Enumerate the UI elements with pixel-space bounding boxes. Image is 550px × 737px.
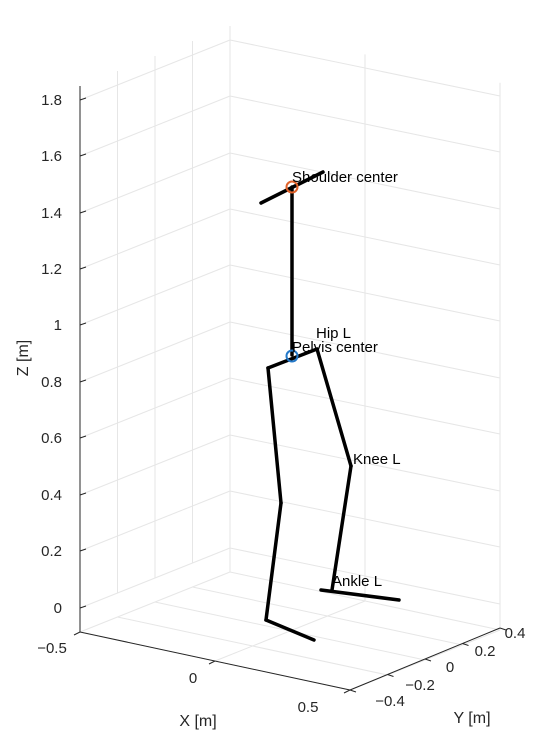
marker-shoulder-center	[285, 180, 299, 194]
annotation-3: Knee L	[353, 451, 401, 468]
y-tick-2	[424, 658, 432, 662]
labels: 0 0.2 0.4 0.6 0.8 1 1.2 1.4 1.6 1.8 −0.5 0 0.5 −0.4−0…	[15, 92, 525, 730]
x-tick-label-1: 0	[189, 670, 197, 687]
z-tick-label-7: 1.4	[41, 205, 62, 222]
y-tick-label-4: 0.4	[505, 625, 526, 642]
z-tick-label-6: 1.2	[41, 261, 62, 278]
z-tick-1	[79, 548, 87, 552]
y-tick-1	[387, 674, 394, 677]
axes	[73, 86, 507, 694]
z-tick-6	[79, 266, 87, 270]
z-tick-label-0: 0	[54, 600, 62, 617]
z-tick-label-8: 1.6	[41, 148, 62, 165]
x-tick-2	[343, 689, 351, 694]
y-tick-3	[462, 643, 469, 646]
segment-foot-left	[264, 618, 316, 642]
y-tick-4	[499, 627, 507, 631]
marker-pelvis-center	[285, 349, 299, 363]
y-tick-label-2: 0	[446, 659, 454, 676]
z-tick-label-5: 1	[54, 317, 62, 334]
x-tick-label-2: 0.5	[298, 699, 319, 716]
skeleton	[259, 170, 401, 642]
x-tick-1	[208, 660, 216, 665]
segment-shoulder-line	[259, 170, 325, 205]
annotation-1: Hip L	[316, 325, 351, 342]
annotation-2: Pelvis center	[292, 339, 378, 356]
z-tick-3	[79, 435, 87, 439]
grid	[79, 26, 501, 691]
segment-shank-right	[330, 464, 353, 592]
segment-foot-right	[319, 588, 401, 602]
z-tick-5	[79, 322, 87, 326]
x-axis-label: X [m]	[179, 713, 216, 730]
z-tick-label-4: 0.8	[41, 374, 62, 391]
z-tick-label-9: 1.8	[41, 92, 62, 109]
z-tick-4	[79, 379, 87, 383]
y-tick-label-1: −0.2	[405, 677, 435, 694]
z-tick-2	[79, 492, 87, 496]
z-tick-8	[79, 153, 87, 157]
y-tick-label-3: 0.2	[475, 643, 496, 660]
annotation-0: Shoulder center	[292, 169, 398, 186]
z-tick-0	[79, 605, 87, 609]
annotation-4: Ankle L	[332, 573, 382, 590]
z-tick-7	[79, 210, 87, 214]
z-axis-label: Z [m]	[15, 340, 32, 376]
z-tick-9	[79, 97, 87, 101]
z-tick-label-3: 0.6	[41, 430, 62, 447]
y-tick-0	[349, 689, 357, 693]
segment-thigh-left	[266, 366, 283, 505]
z-tick-label-1: 0.2	[41, 543, 62, 560]
x-tick-0	[73, 631, 81, 636]
segment-pelvis-line	[266, 347, 319, 370]
z-tick-label-2: 0.4	[41, 487, 62, 504]
y-axis-label: Y [m]	[453, 710, 490, 727]
grid-line-y-floor-3	[192, 586, 463, 646]
segment-thigh-right	[315, 347, 353, 468]
y-tick-label-0: −0.4	[375, 693, 405, 710]
segment-shank-left	[264, 501, 283, 622]
grid-line-y-floor-1	[117, 616, 388, 676]
x-tick-label-0: −0.5	[37, 640, 67, 657]
